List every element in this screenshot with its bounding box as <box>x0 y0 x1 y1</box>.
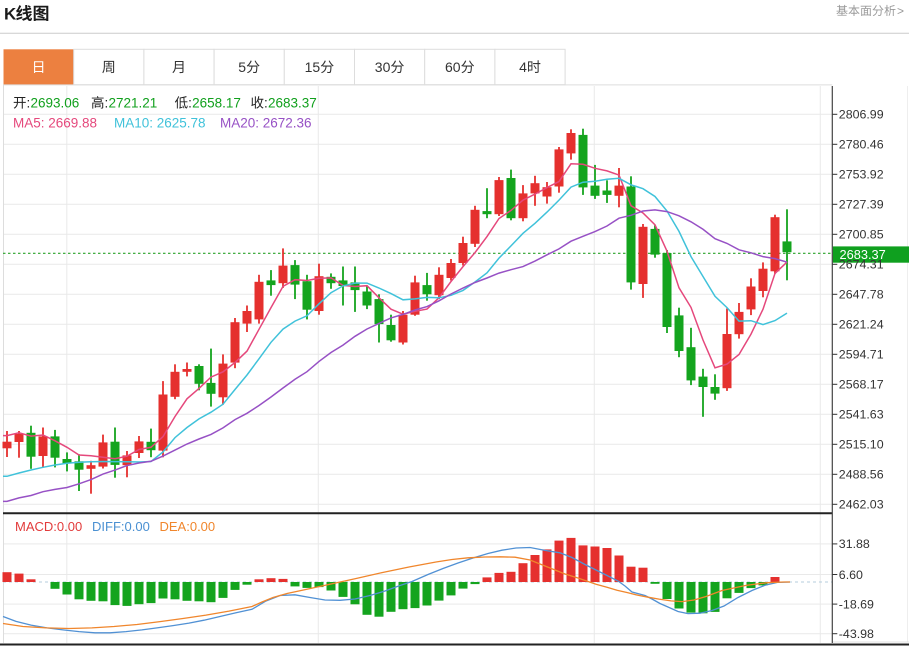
svg-text::: : <box>264 96 268 111</box>
svg-text:>: > <box>897 4 904 18</box>
svg-text:2621.24: 2621.24 <box>839 318 884 332</box>
svg-text:15: 15 <box>305 59 321 75</box>
svg-text:2541.63: 2541.63 <box>839 408 884 422</box>
svg-text:2647.78: 2647.78 <box>839 288 884 302</box>
svg-text:MA10: 2625.78: MA10: 2625.78 <box>114 116 206 131</box>
svg-text:2693.06: 2693.06 <box>31 96 80 111</box>
svg-text:2515.10: 2515.10 <box>839 438 884 452</box>
svg-text:4: 4 <box>519 59 527 75</box>
svg-text:5: 5 <box>238 59 246 75</box>
svg-text:DEA:0.00: DEA:0.00 <box>160 519 216 534</box>
svg-text::: : <box>105 96 109 111</box>
svg-text:2780.46: 2780.46 <box>839 138 884 152</box>
svg-text:MACD:0.00: MACD:0.00 <box>15 519 82 534</box>
svg-text:30: 30 <box>375 59 391 75</box>
svg-text:2753.92: 2753.92 <box>839 168 884 182</box>
svg-text:31.88: 31.88 <box>839 537 870 551</box>
svg-text:K: K <box>4 5 17 24</box>
svg-text:2721.21: 2721.21 <box>109 96 158 111</box>
svg-text:2658.17: 2658.17 <box>192 96 241 111</box>
svg-text:MA5: 2669.88: MA5: 2669.88 <box>13 116 97 131</box>
svg-text:2488.56: 2488.56 <box>839 468 884 482</box>
svg-text:-18.69: -18.69 <box>839 597 874 611</box>
svg-text::: : <box>27 96 31 111</box>
svg-text:2683.37: 2683.37 <box>268 96 317 111</box>
svg-text:2594.71: 2594.71 <box>839 348 884 362</box>
svg-text:MA20: 2672.36: MA20: 2672.36 <box>220 116 312 131</box>
svg-text:2700.85: 2700.85 <box>839 228 884 242</box>
svg-text:60: 60 <box>445 59 461 75</box>
svg-text:2727.39: 2727.39 <box>839 198 884 212</box>
svg-text:DIFF:0.00: DIFF:0.00 <box>92 519 150 534</box>
svg-text:2568.17: 2568.17 <box>839 378 884 392</box>
svg-text::: : <box>188 96 192 111</box>
svg-text:6.60: 6.60 <box>839 568 863 582</box>
svg-text:2806.99: 2806.99 <box>839 108 884 122</box>
svg-text:2674.31: 2674.31 <box>839 258 884 272</box>
svg-text:-43.98: -43.98 <box>839 627 874 641</box>
svg-text:2462.03: 2462.03 <box>839 498 884 512</box>
svg-text:2683.37: 2683.37 <box>840 247 886 262</box>
